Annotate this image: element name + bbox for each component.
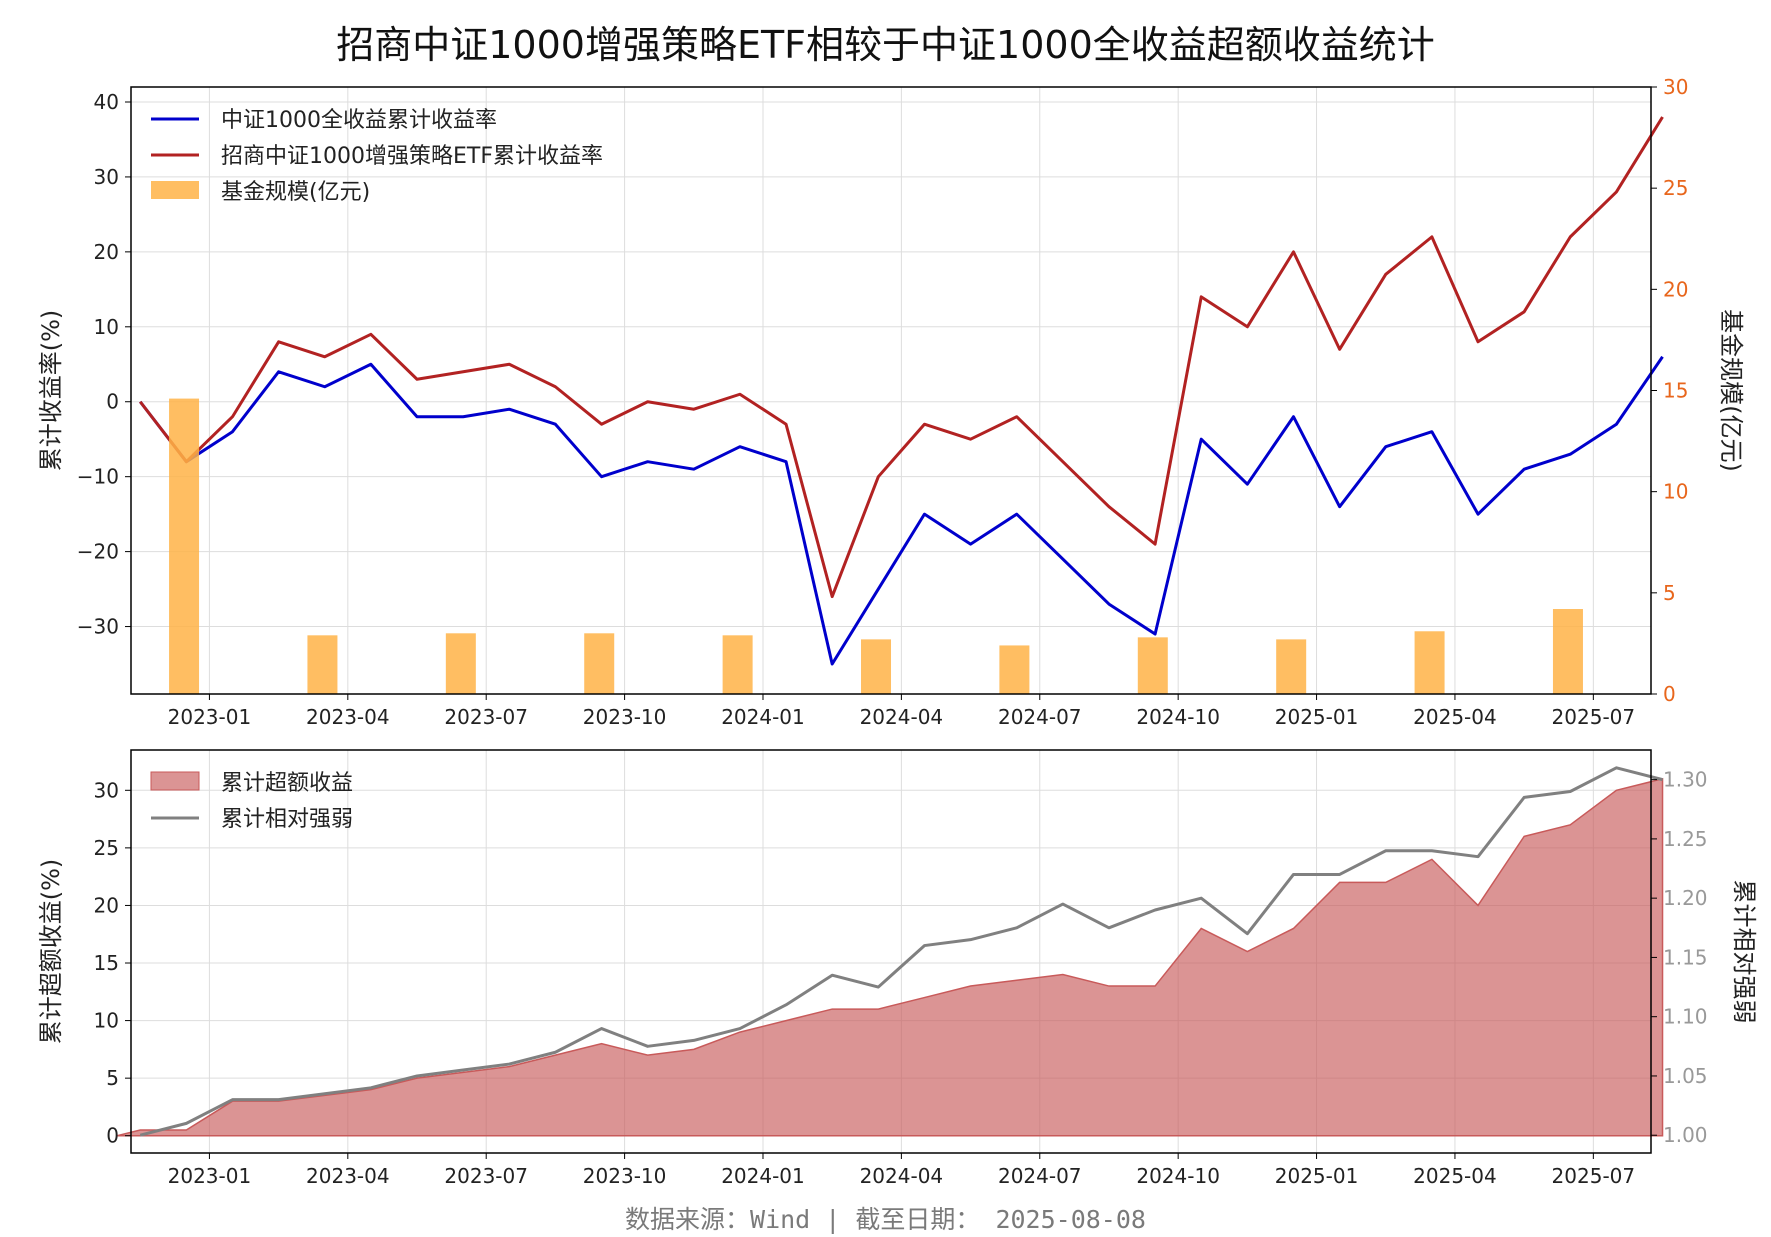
svg-text:5: 5 [1663, 581, 1676, 605]
svg-text:0: 0 [106, 1124, 119, 1148]
svg-text:2024-01: 2024-01 [721, 705, 805, 729]
right-axis-label: 累计相对强弱 [1730, 880, 1758, 1024]
svg-text:2025-07: 2025-07 [1552, 705, 1636, 729]
svg-text:2024-01: 2024-01 [721, 1164, 805, 1188]
fund-size-bar [584, 633, 615, 694]
svg-text:20: 20 [1663, 277, 1688, 301]
svg-text:15: 15 [94, 951, 119, 975]
svg-text:−30: −30 [77, 615, 119, 639]
x-axis: 2023-01 2023-04 2023-07 2023-10 2024-01 2024-… [168, 1153, 1635, 1188]
left-axis: 30 25 20 15 10 5 0 [94, 778, 131, 1148]
svg-text:2023-10: 2023-10 [583, 705, 667, 729]
legend-item: 招商中证1000增强策略ETF累计收益率 [221, 144, 603, 169]
right-axis-label: 基金规模(亿元) [1717, 309, 1745, 472]
fund-size-bar [861, 639, 892, 694]
fund-size-bar [722, 635, 753, 694]
grid-lines [131, 87, 1651, 694]
svg-text:25: 25 [94, 836, 119, 860]
svg-text:2023-01: 2023-01 [168, 1164, 252, 1188]
svg-text:10: 10 [1663, 480, 1688, 504]
svg-text:2025-04: 2025-04 [1413, 1164, 1497, 1188]
legend: 中证1000全收益累计收益率招商中证1000增强策略ETF累计收益率基金规模(亿… [151, 108, 603, 205]
svg-text:5: 5 [106, 1066, 119, 1090]
bottom-panel: 30 25 20 15 10 5 0 1.30 1.25 1.20 1.15 1.10 1.05 1.00… [37, 749, 1758, 1188]
fund-size-bar [169, 398, 200, 694]
svg-text:40: 40 [94, 90, 119, 114]
legend-item: 中证1000全收益累计收益率 [221, 108, 497, 133]
svg-text:2024-04: 2024-04 [860, 1164, 944, 1188]
chart-title: 招商中证1000增强策略ETF相较于中证1000全收益超额收益统计 [336, 23, 1435, 67]
left-axis: 40 30 20 10 0 −10 −20 −30 [77, 90, 131, 639]
svg-text:30: 30 [94, 165, 119, 189]
svg-text:2023-04: 2023-04 [306, 1164, 390, 1188]
left-axis-label: 累计超额收益(%) [37, 859, 65, 1045]
svg-text:2023-07: 2023-07 [444, 1164, 528, 1188]
svg-text:2024-07: 2024-07 [998, 705, 1082, 729]
fund-size-bar [1552, 609, 1583, 694]
svg-text:−20: −20 [77, 540, 119, 564]
svg-text:10: 10 [94, 1009, 119, 1033]
svg-text:1.25: 1.25 [1663, 827, 1708, 851]
fund-size-bar [1414, 631, 1445, 694]
data-source-footer: 数据来源：Wind | 截至日期： 2025-08-08 [625, 1205, 1146, 1234]
svg-text:15: 15 [1663, 379, 1688, 403]
svg-text:1.15: 1.15 [1663, 945, 1708, 969]
svg-text:1.10: 1.10 [1663, 1005, 1708, 1029]
fund-size-bar [445, 633, 476, 694]
svg-text:2025-04: 2025-04 [1413, 705, 1497, 729]
relative-strength-line [139, 766, 1663, 1137]
svg-text:10: 10 [94, 315, 119, 339]
svg-text:2023-10: 2023-10 [583, 1164, 667, 1188]
fund-size-bar [1137, 637, 1168, 694]
right-axis: 1.30 1.25 1.20 1.15 1.10 1.05 1.00 [1651, 768, 1708, 1147]
fund-size-bar [999, 645, 1030, 694]
svg-text:0: 0 [1663, 682, 1676, 706]
svg-text:1.00: 1.00 [1663, 1123, 1708, 1147]
svg-text:2024-04: 2024-04 [860, 705, 944, 729]
svg-text:2023-01: 2023-01 [168, 705, 252, 729]
etf-return-line [139, 116, 1664, 599]
svg-text:30: 30 [94, 778, 119, 802]
svg-text:2025-07: 2025-07 [1552, 1164, 1636, 1188]
svg-text:2024-07: 2024-07 [998, 1164, 1082, 1188]
plot-frame [130, 749, 1652, 1154]
fund-size-bars [169, 398, 1583, 694]
svg-text:0: 0 [106, 390, 119, 414]
legend-item: 累计相对强弱 [221, 807, 353, 832]
svg-text:2024-10: 2024-10 [1136, 705, 1220, 729]
legend-item: 基金规模(亿元) [221, 180, 370, 205]
svg-text:2023-07: 2023-07 [444, 705, 528, 729]
svg-text:1.30: 1.30 [1663, 768, 1708, 792]
svg-text:2025-01: 2025-01 [1275, 1164, 1359, 1188]
svg-text:1.05: 1.05 [1663, 1064, 1708, 1088]
right-axis: 30 25 20 15 10 5 0 [1651, 75, 1688, 706]
svg-text:2025-01: 2025-01 [1275, 705, 1359, 729]
svg-text:2023-04: 2023-04 [306, 705, 390, 729]
svg-text:−10: −10 [77, 465, 119, 489]
legend-item: 累计超额收益 [221, 771, 353, 796]
left-axis-label: 累计收益率(%) [37, 310, 65, 472]
svg-text:20: 20 [94, 240, 119, 264]
x-axis: 2023-01 2023-04 2023-07 2023-10 2024-01 2024-… [168, 694, 1635, 729]
svg-text:1.20: 1.20 [1663, 886, 1708, 910]
svg-text:25: 25 [1663, 176, 1688, 200]
fund-size-bar [1276, 639, 1307, 694]
svg-text:20: 20 [94, 893, 119, 917]
excess-return-area [116, 777, 1664, 1137]
fund-size-bar [307, 635, 338, 694]
svg-text:30: 30 [1663, 75, 1688, 99]
svg-text:2024-10: 2024-10 [1136, 1164, 1220, 1188]
plot-frame [130, 86, 1652, 695]
index-return-line [139, 355, 1664, 666]
